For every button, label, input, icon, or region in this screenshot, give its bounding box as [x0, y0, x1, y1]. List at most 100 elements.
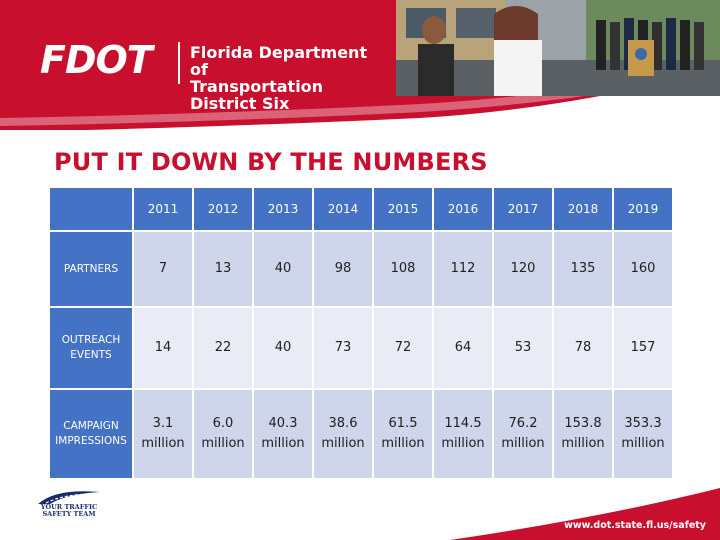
year-header: 2016 [434, 188, 492, 230]
cell-value: 40 [274, 340, 292, 355]
table-cell: 40 [254, 232, 312, 306]
cell-value: 160 [630, 261, 656, 276]
traffic-safety-team-logo: YOUR TRAFFIC SAFETY TEAM [36, 486, 102, 528]
table-cell: 108 [374, 232, 432, 306]
cell-value: 38.6 [328, 416, 358, 431]
cell-unit: million [141, 436, 185, 451]
table-cell: 40.3 million [254, 390, 312, 478]
table-cell: 3.1 million [134, 390, 192, 478]
cell-value: 6.0 [212, 416, 234, 431]
table-cell: 78 [554, 308, 612, 388]
table-cell: 112 [434, 232, 492, 306]
cell-unit: million [261, 436, 305, 451]
cell-value: 7 [158, 261, 168, 276]
cell-value: 72 [394, 340, 412, 355]
fdot-logo: FDOT [40, 38, 153, 82]
table-cell: 7 [134, 232, 192, 306]
cell-value: 120 [510, 261, 536, 276]
cell-value: 78 [574, 340, 592, 355]
cell-unit: million [621, 436, 665, 451]
row-label-partners: PARTNERS [50, 232, 132, 306]
cell-unit: million [321, 436, 365, 451]
table-cell: 73 [314, 308, 372, 388]
cell-value: 76.2 [508, 416, 538, 431]
cell-unit: million [441, 436, 485, 451]
cell-unit: million [381, 436, 425, 451]
year-header: 2013 [254, 188, 312, 230]
cell-value: 22 [214, 340, 232, 355]
year-header: 2018 [554, 188, 612, 230]
cell-value: 3.1 [152, 416, 174, 431]
table-cell: 40 [254, 308, 312, 388]
cell-value: 61.5 [388, 416, 418, 431]
table-cell: 72 [374, 308, 432, 388]
table-cell: 38.6 million [314, 390, 372, 478]
cell-value: 114.5 [444, 416, 482, 431]
cell-value: 40 [274, 261, 292, 276]
table-cell: 160 [614, 232, 672, 306]
table-cell: 61.5 million [374, 390, 432, 478]
table-cell: 64 [434, 308, 492, 388]
table-cell: 114.5 million [434, 390, 492, 478]
cell-value: 153.8 [564, 416, 602, 431]
row-label-campaign-impressions: CAMPAIGN IMPRESSIONS [50, 390, 132, 478]
table-row-partners: PARTNERS 7 13 40 98 108 112 120 135 160 [50, 232, 672, 306]
table-cell: 76.2 million [494, 390, 552, 478]
stats-table: 2011 2012 2013 2014 2015 2016 2017 2018 … [48, 186, 674, 480]
year-header: 2014 [314, 188, 372, 230]
badge-line2: SAFETY TEAM [42, 510, 96, 518]
table-row-campaign-impressions: CAMPAIGN IMPRESSIONS 3.1 million 6.0 milli… [50, 390, 672, 478]
row-label-line: OUTREACH [61, 334, 121, 346]
cell-value: 353.3 [624, 416, 662, 431]
cell-value: 64 [454, 340, 472, 355]
cell-value: 108 [390, 261, 416, 276]
badge-text: YOUR TRAFFIC SAFETY TEAM [36, 504, 102, 518]
cell-value: 98 [334, 261, 352, 276]
cell-unit: million [501, 436, 545, 451]
year-header: 2015 [374, 188, 432, 230]
table-row-outreach-events: OUTREACH EVENTS 14 22 40 73 72 64 53 78 … [50, 308, 672, 388]
table-cell: 153.8 million [554, 390, 612, 478]
cell-value: 112 [450, 261, 476, 276]
cell-value: 157 [630, 340, 656, 355]
table-cell: 14 [134, 308, 192, 388]
table-cell: 135 [554, 232, 612, 306]
row-label-line: IMPRESSIONS [55, 435, 127, 447]
table-cell: 120 [494, 232, 552, 306]
footer-band [450, 488, 720, 540]
cell-value: 13 [214, 261, 232, 276]
table-cell: 98 [314, 232, 372, 306]
table-cell: 13 [194, 232, 252, 306]
cell-unit: million [561, 436, 605, 451]
org-name-line2: Transportation District Six [190, 77, 324, 113]
year-header: 2017 [494, 188, 552, 230]
page-title: PUT IT DOWN BY THE NUMBERS [54, 148, 488, 176]
row-label-line: EVENTS [70, 349, 112, 361]
header-banner: FDOT Florida Department of Transportatio… [0, 0, 720, 130]
org-name: Florida Department of Transportation Dis… [190, 44, 390, 112]
cell-value: 40.3 [268, 416, 298, 431]
table-cell: 22 [194, 308, 252, 388]
table-cell: 353.3 million [614, 390, 672, 478]
table-cell: 6.0 million [194, 390, 252, 478]
org-name-line1: Florida Department of [190, 43, 368, 79]
row-label-line: CAMPAIGN [63, 420, 119, 432]
cell-unit: million [201, 436, 245, 451]
table-cell: 157 [614, 308, 672, 388]
cell-value: 135 [570, 261, 596, 276]
row-label-line: PARTNERS [63, 262, 119, 275]
year-header: 2019 [614, 188, 672, 230]
road-swoosh-icon [38, 491, 100, 504]
footer-url[interactable]: www.dot.state.fl.us/safety [564, 520, 706, 531]
row-label-outreach-events: OUTREACH EVENTS [50, 308, 132, 388]
cell-value: 14 [154, 340, 172, 355]
year-header: 2011 [134, 188, 192, 230]
event-photo [396, 0, 720, 96]
cell-value: 73 [334, 340, 352, 355]
table-corner-cell [50, 188, 132, 230]
cell-value: 53 [514, 340, 532, 355]
table-header-row: 2011 2012 2013 2014 2015 2016 2017 2018 … [50, 188, 672, 230]
logo-divider [178, 42, 180, 84]
table-cell: 53 [494, 308, 552, 388]
badge-line1: YOUR TRAFFIC [40, 503, 98, 511]
